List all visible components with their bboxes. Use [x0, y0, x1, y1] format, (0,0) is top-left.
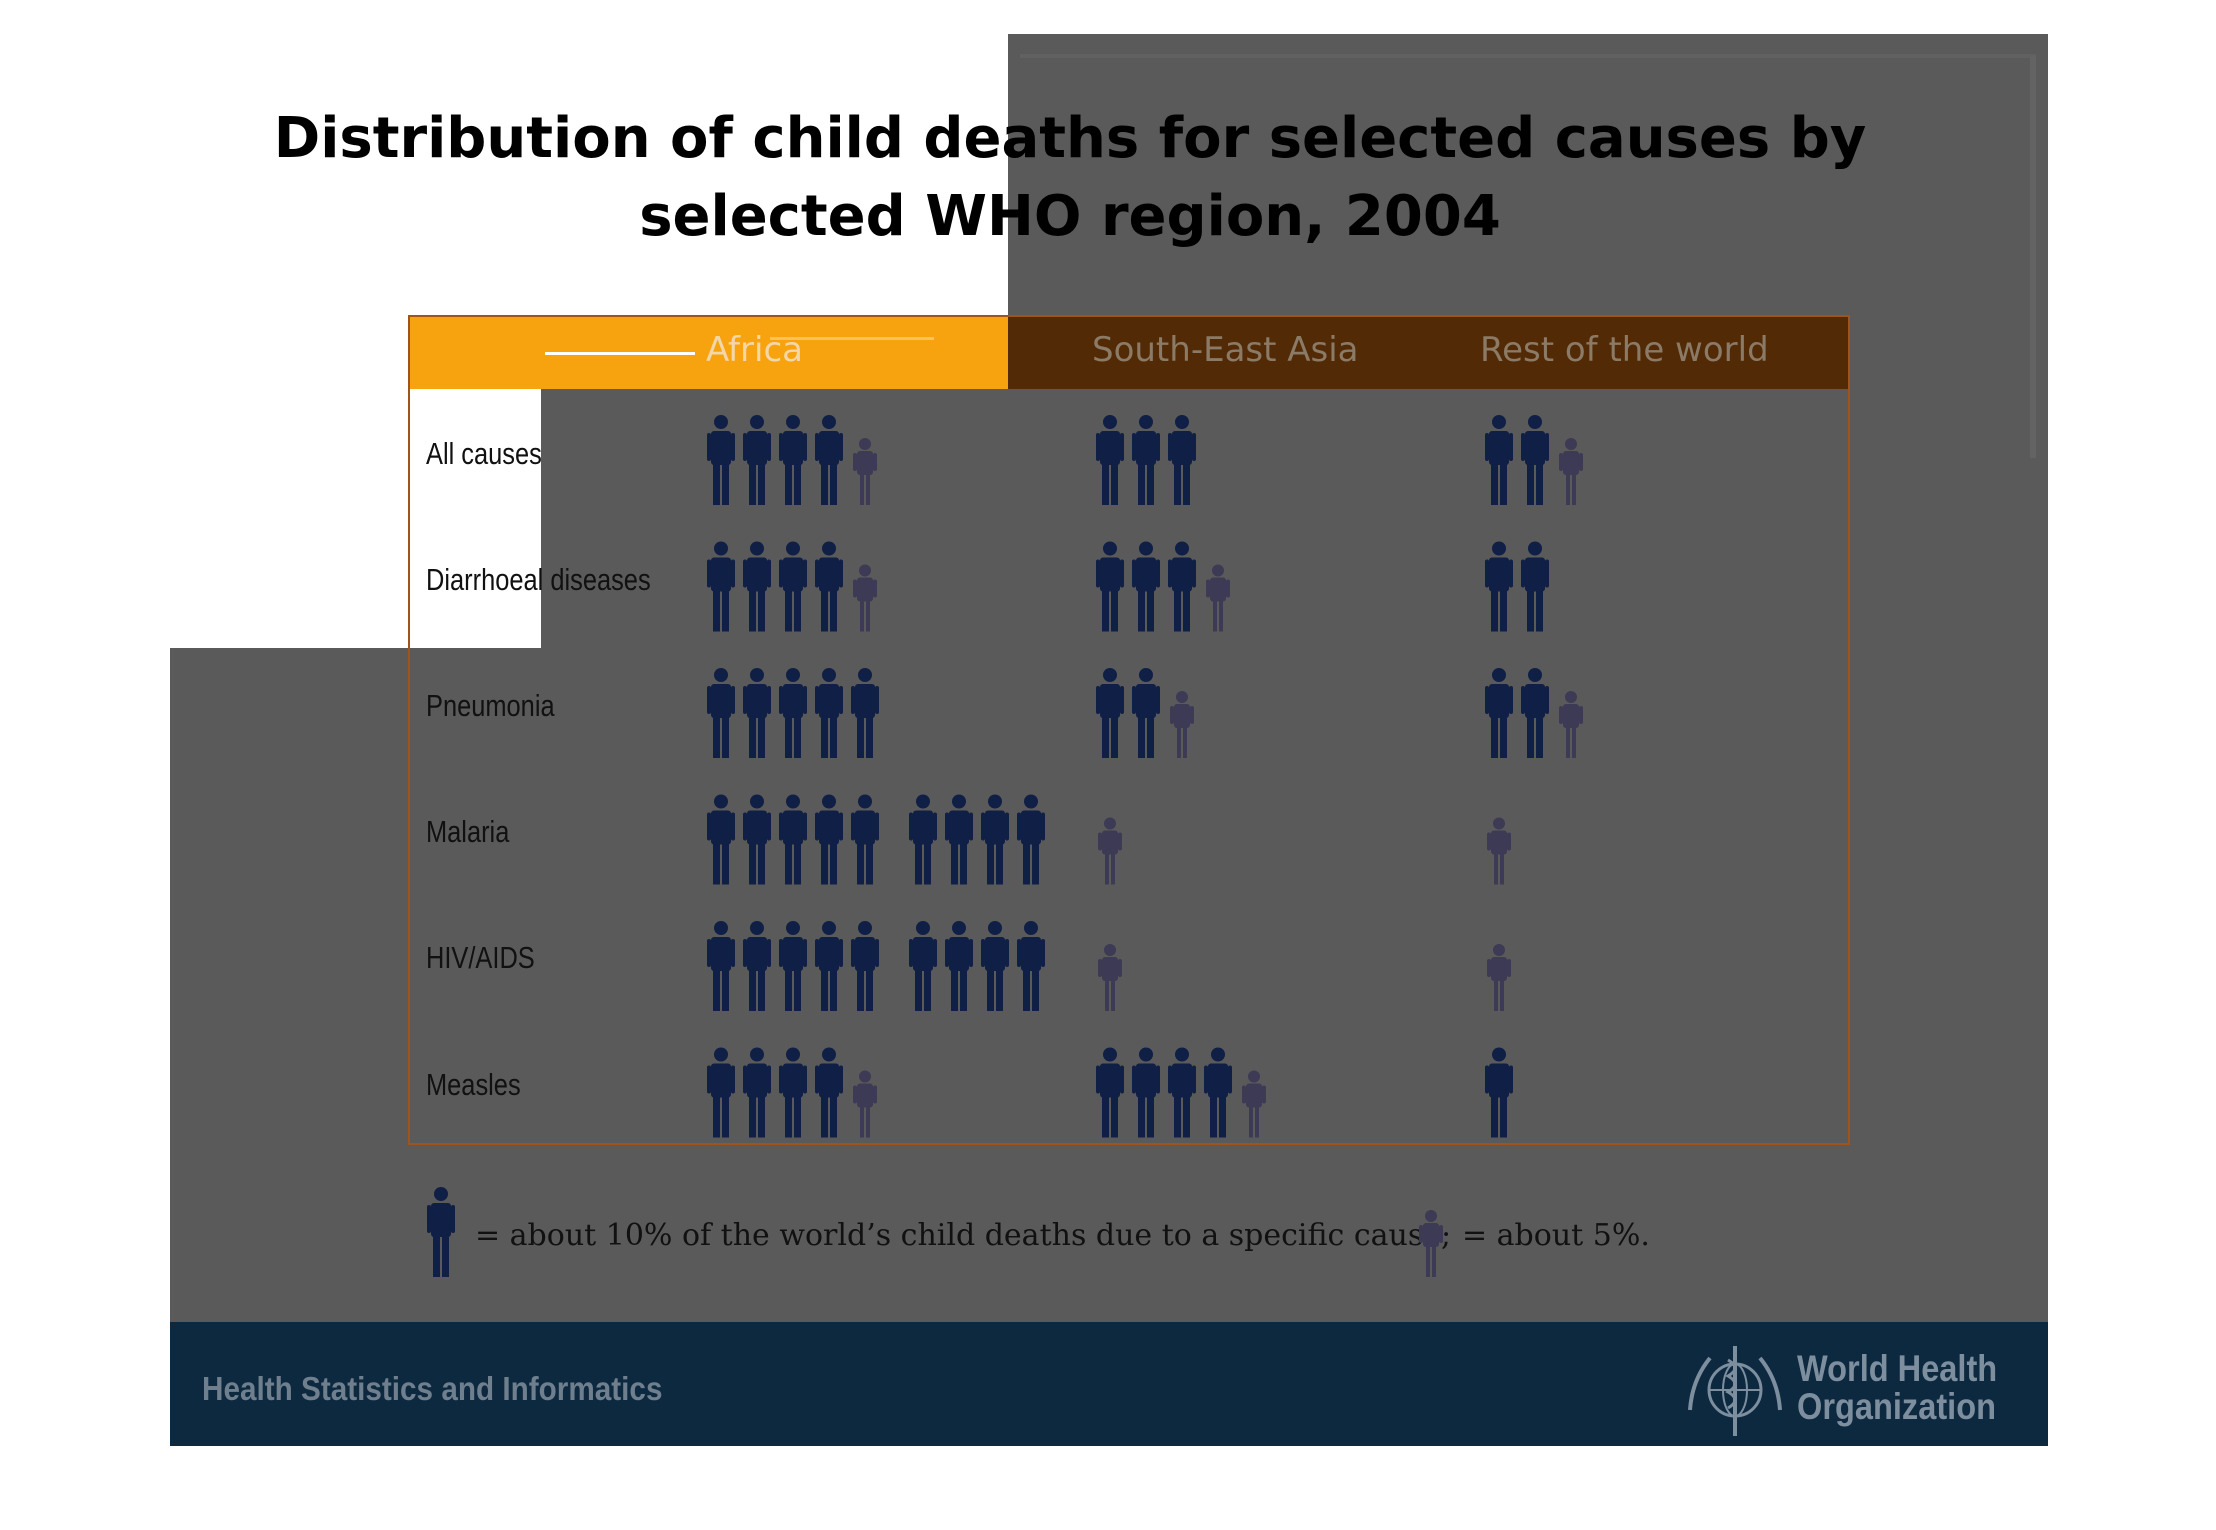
legend-half-text: = about 5%. — [1462, 1218, 1650, 1253]
pictogram-icon-full — [981, 794, 1009, 885]
pictogram-icon-full — [1485, 1047, 1513, 1138]
row-label-malaria: Malaria — [426, 814, 510, 849]
pictogram-icon-full — [743, 794, 771, 885]
pictogram-icon-full — [909, 921, 937, 1011]
pictogram-icon-full — [1096, 415, 1124, 505]
pictogram-icon-full — [1132, 668, 1160, 758]
pictogram-icon-full — [851, 794, 879, 885]
column-header-africa: Africa — [706, 330, 803, 370]
row-label-hiv-aids: HIV/AIDS — [426, 940, 535, 975]
row-label-diarrhoeal: Diarrhoeal diseases — [426, 562, 651, 597]
title-line-2: selected WHO region, 2004 — [639, 184, 1501, 249]
row-label-all-causes: All causes — [426, 436, 542, 471]
pictogram-icon-full — [815, 794, 843, 885]
pictogram-icon-full — [815, 668, 843, 758]
legend-half-icon — [1419, 1210, 1443, 1277]
who-emblem-icon — [1688, 1346, 1782, 1436]
header-fragment — [545, 352, 695, 355]
pictogram-icon-half — [1206, 564, 1230, 632]
header-fragment — [770, 337, 934, 340]
pictogram-icon-half — [1487, 944, 1511, 1011]
pictogram-icon-full — [1521, 541, 1549, 632]
legend-full-text: = about 10% of the world’s child deaths … — [475, 1218, 1452, 1253]
pictogram-icon-full — [743, 668, 771, 758]
pictogram-icon-full — [1132, 1047, 1160, 1138]
pictogram-icon-full — [1168, 541, 1196, 632]
pictogram-icon-full — [1017, 921, 1045, 1011]
pictogram-icon-half — [1242, 1070, 1266, 1138]
pictogram-icon-half — [1419, 1210, 1443, 1277]
pictogram-icon-half — [853, 1070, 877, 1138]
pictogram-icon-half — [1098, 817, 1122, 885]
overlay-frame — [1020, 54, 2036, 458]
who-org-line-2: Organization — [1797, 1386, 1996, 1427]
pictogram-icon-full — [743, 415, 771, 505]
pictogram-icon-full — [1017, 794, 1045, 885]
chart-title: Distribution of child deaths for selecte… — [170, 100, 1970, 256]
pictogram-icon-half — [853, 564, 877, 632]
pictogram-icon-full — [851, 668, 879, 758]
pictogram-icon-half — [1559, 691, 1583, 758]
pictogram-icon-full — [815, 1047, 843, 1138]
who-org-line-1: World Health — [1797, 1348, 1998, 1389]
pictogram-icon-full — [1485, 668, 1513, 758]
pictogram-icon-half — [1559, 438, 1583, 505]
pictogram-icon-full — [1521, 415, 1549, 505]
pictogram-icon-full — [743, 1047, 771, 1138]
pictogram-icon-full — [851, 921, 879, 1011]
pictogram-icon-full — [815, 415, 843, 505]
pictogram-icon-half — [1487, 817, 1511, 885]
pictogram-icon-full — [779, 415, 807, 505]
dark-overlay-middle — [541, 360, 1011, 650]
pictogram-icon-full — [1168, 1047, 1196, 1138]
pictogram-icon-full — [945, 794, 973, 885]
pictogram-icon-full — [707, 668, 735, 758]
pictogram-icon-full — [707, 541, 735, 632]
pictogram-icon-full — [779, 668, 807, 758]
legend-full-icon — [427, 1187, 455, 1277]
pictogram-icon-full — [707, 1047, 735, 1138]
column-header-south-east-asia: South-East Asia — [1092, 330, 1359, 370]
pictogram-icon-full — [1204, 1047, 1232, 1138]
pictogram-icon-full — [945, 921, 973, 1011]
pictogram-table — [408, 315, 1850, 1145]
pictogram-icon-half — [853, 438, 877, 505]
pictogram-icon-full — [815, 921, 843, 1011]
pictogram-icon-full — [909, 794, 937, 885]
row-label-measles: Measles — [426, 1067, 521, 1102]
pictogram-icon-full — [981, 921, 1009, 1011]
pictogram-icon-full — [1485, 415, 1513, 505]
column-header-rest-of-world: Rest of the world — [1480, 330, 1769, 370]
pictogram-icon-full — [1485, 541, 1513, 632]
pictogram-icon-full — [779, 794, 807, 885]
pictogram-icon-full — [707, 794, 735, 885]
pictogram-icon-full — [707, 415, 735, 505]
pictogram-icon-full — [779, 1047, 807, 1138]
pictogram-icon-full — [1168, 415, 1196, 505]
title-line-1: Distribution of child deaths for selecte… — [273, 106, 1867, 171]
pictogram-icon-full — [815, 541, 843, 632]
row-label-pneumonia: Pneumonia — [426, 688, 555, 723]
pictogram-icon-full — [1132, 415, 1160, 505]
pictogram-icon-full — [427, 1187, 455, 1277]
footer-left-text: Health Statistics and Informatics — [202, 1370, 663, 1407]
pictogram-icon-full — [743, 921, 771, 1011]
pictogram-icon-full — [779, 541, 807, 632]
pictogram-icon-full — [1096, 541, 1124, 632]
dark-overlay-left — [170, 648, 1010, 1446]
pictogram-icon-full — [779, 921, 807, 1011]
pictogram-icon-half — [1098, 944, 1122, 1011]
pictogram-icon-full — [707, 921, 735, 1011]
pictogram-icon-full — [1096, 1047, 1124, 1138]
pictogram-icon-full — [1096, 668, 1124, 758]
pictogram-icon-full — [1132, 541, 1160, 632]
pictogram-icon-full — [1521, 668, 1549, 758]
table-header-highlight — [408, 315, 1008, 389]
pictogram-icon-half — [1170, 691, 1194, 758]
who-org-name: World Health Organization — [1797, 1350, 1997, 1426]
pictogram-icon-full — [743, 541, 771, 632]
